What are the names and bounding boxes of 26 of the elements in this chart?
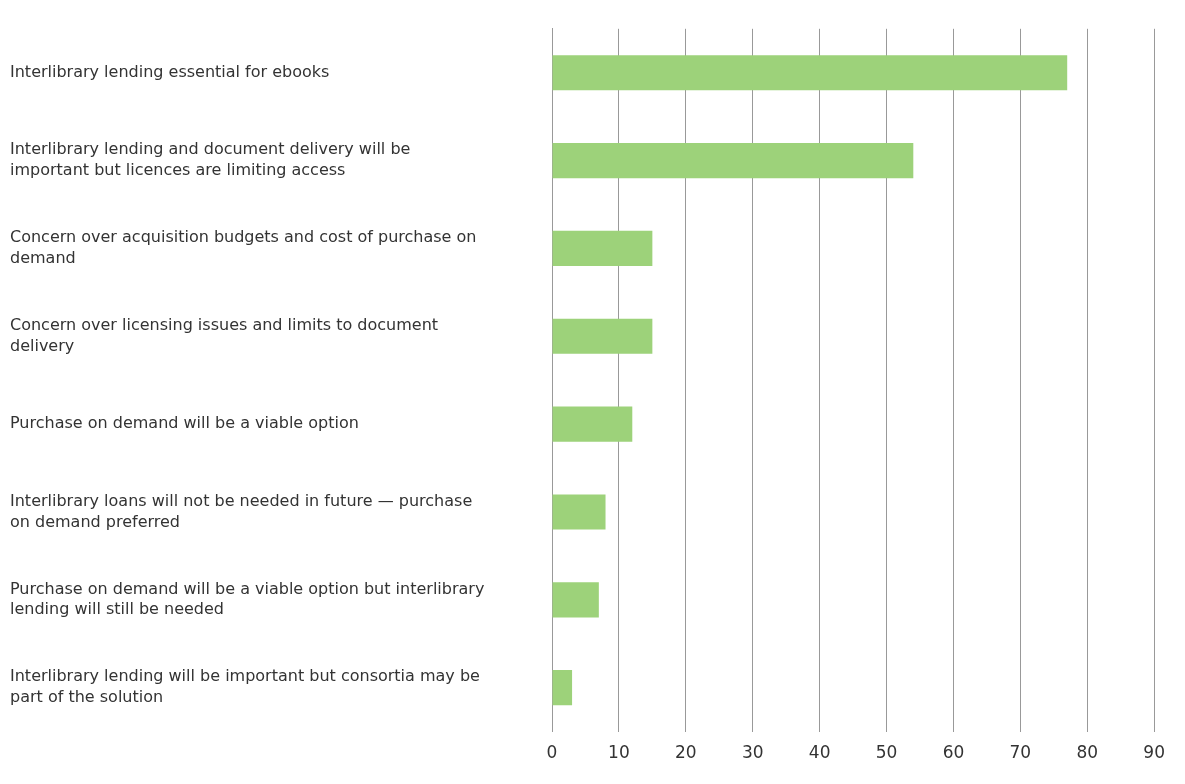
y-tick-label: Interlibrary lending and document delivery will be important but licences are limiting access bbox=[10, 139, 411, 180]
y-tick-label: Purchase on demand will be a viable option bbox=[10, 413, 359, 433]
x-tick-label: 40 bbox=[808, 742, 831, 763]
x-tick-label: 10 bbox=[608, 742, 630, 763]
x-tick-label: 20 bbox=[675, 742, 697, 763]
x-tick-label: 70 bbox=[1009, 742, 1032, 763]
bar bbox=[552, 582, 599, 618]
y-tick-label: Concern over licensing issues and limits to document delivery bbox=[10, 315, 439, 355]
bar bbox=[552, 143, 914, 179]
y-tick-label: Purchase on demand will be a viable option but interlibrary lending will still be needed bbox=[10, 578, 485, 619]
x-tick-label: 50 bbox=[875, 742, 898, 763]
x-tick-label: 80 bbox=[1076, 742, 1099, 763]
bar bbox=[552, 670, 573, 706]
bar bbox=[552, 318, 653, 354]
x-tick-label: 60 bbox=[942, 742, 965, 763]
bar bbox=[552, 230, 653, 266]
bar bbox=[552, 55, 1068, 91]
y-tick-label: Concern over acquisition budgets and cost of purchase on demand bbox=[10, 227, 477, 267]
y-tick-label: Interlibrary loans will not be needed in future — purchase on demand preferred bbox=[10, 490, 473, 531]
y-tick-label: Interlibrary lending essential for ebooks bbox=[10, 61, 330, 81]
x-tick-label: 0 bbox=[546, 742, 558, 763]
bar bbox=[552, 494, 606, 530]
y-tick-label: Interlibrary lending will be important but consortia may be part of the solution bbox=[10, 666, 480, 707]
x-tick-label: 30 bbox=[741, 742, 764, 763]
bar bbox=[552, 406, 633, 442]
x-tick-label: 90 bbox=[1143, 742, 1165, 763]
